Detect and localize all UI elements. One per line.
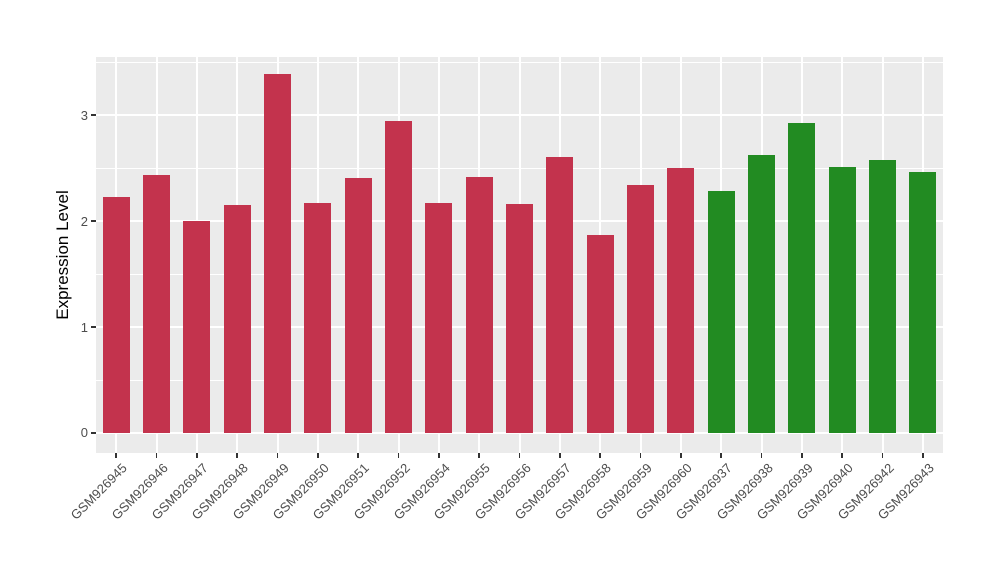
x-tick-mark [559, 453, 561, 458]
bar-GSM926946 [142, 174, 170, 433]
bar-GSM926955 [465, 176, 493, 433]
bar-GSM926942 [868, 159, 896, 433]
bar-GSM926947 [183, 221, 211, 433]
x-tick-mark [801, 453, 803, 458]
x-tick-mark [881, 453, 884, 458]
y-tick-mark [91, 326, 96, 328]
bar-GSM926943 [909, 172, 937, 433]
bar-GSM926957 [546, 156, 574, 433]
y-tick-label: 1 [80, 319, 88, 335]
bar-GSM926952 [384, 120, 412, 433]
bar-GSM926937 [707, 191, 735, 433]
y-tick-mark [91, 220, 96, 222]
bar-GSM926949 [263, 73, 291, 433]
bar-GSM926958 [586, 234, 614, 433]
x-tick-mark [478, 453, 480, 458]
x-tick-mark [115, 453, 117, 458]
bar-GSM926945 [102, 196, 130, 433]
x-tick-mark [438, 453, 440, 458]
bar-GSM926954 [425, 203, 453, 433]
x-tick-mark [317, 453, 319, 458]
x-tick-mark [357, 453, 359, 458]
x-tick-mark [155, 453, 158, 458]
bar-GSM926959 [626, 185, 654, 433]
y-tick-mark [91, 114, 96, 116]
bar-GSM926940 [828, 167, 856, 433]
x-tick-mark [276, 453, 279, 458]
y-tick-label: 2 [80, 213, 88, 229]
y-axis-title-text: Expression Level [53, 190, 72, 320]
y-tick-label: 0 [80, 425, 88, 441]
x-tick-mark [639, 453, 642, 458]
bar-GSM926938 [747, 155, 775, 433]
x-tick-mark [922, 453, 924, 458]
x-tick-mark [397, 453, 400, 458]
bar-GSM926956 [505, 204, 533, 433]
x-tick-mark [680, 453, 682, 458]
x-tick-mark [760, 453, 763, 458]
plot-panel [96, 57, 943, 453]
bar-GSM926950 [304, 203, 332, 433]
x-tick-mark [841, 453, 843, 458]
x-tick-mark [720, 453, 722, 458]
x-tick-mark [236, 453, 238, 458]
x-tick-mark [599, 453, 601, 458]
bar-GSM926948 [223, 205, 251, 433]
bar-GSM926951 [344, 177, 372, 433]
x-tick-mark [196, 453, 198, 458]
bar-GSM926960 [667, 168, 695, 433]
y-tick-mark [91, 432, 96, 434]
bar-GSM926939 [788, 122, 816, 433]
y-tick-label: 3 [80, 107, 88, 123]
x-tick-mark [518, 453, 521, 458]
